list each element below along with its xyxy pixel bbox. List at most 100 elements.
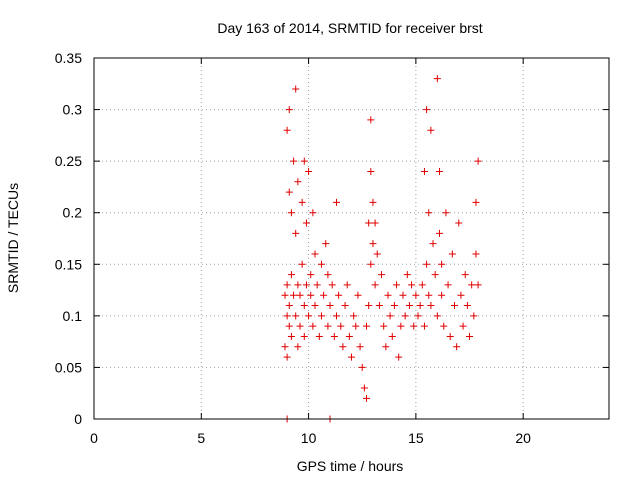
data-point	[423, 106, 431, 114]
data-point	[438, 291, 446, 299]
data-point	[363, 394, 371, 402]
data-point	[352, 322, 360, 330]
y-tick-label: 0.15	[55, 256, 82, 272]
data-point	[332, 312, 340, 320]
data-point	[418, 281, 426, 289]
data-point	[472, 250, 480, 258]
data-point	[425, 209, 433, 217]
data-point	[373, 250, 381, 258]
y-tick-label: 0.25	[55, 153, 82, 169]
y-tick-label: 0.1	[63, 308, 83, 324]
data-point	[324, 322, 332, 330]
data-point	[285, 322, 293, 330]
data-point	[328, 281, 336, 289]
data-point	[292, 312, 300, 320]
data-point	[298, 198, 306, 206]
x-tick-label: 20	[515, 430, 531, 446]
data-point	[313, 281, 321, 289]
y-tick-labels: 0 0.05 0.1 0.15 0.2 0.25 0.3 0.35	[55, 50, 82, 427]
data-point	[281, 291, 289, 299]
data-point	[300, 332, 308, 340]
data-point	[294, 343, 302, 351]
data-point	[320, 291, 328, 299]
data-point	[324, 271, 332, 279]
data-point	[433, 312, 441, 320]
data-point	[365, 302, 373, 310]
data-point	[427, 126, 435, 134]
data-point	[341, 302, 349, 310]
data-points	[281, 75, 482, 423]
data-point	[317, 260, 325, 268]
data-point	[423, 260, 431, 268]
data-point	[408, 281, 416, 289]
data-point	[292, 85, 300, 93]
data-point	[427, 302, 435, 310]
data-point	[356, 343, 364, 351]
data-point	[474, 157, 482, 165]
data-point	[363, 322, 371, 330]
data-point	[420, 322, 428, 330]
x-axis-title: GPS time / hours	[297, 458, 404, 474]
data-point	[311, 302, 319, 310]
data-point	[463, 302, 471, 310]
data-point	[457, 291, 465, 299]
data-point	[354, 291, 362, 299]
data-point	[294, 178, 302, 186]
data-point	[431, 271, 439, 279]
data-point	[446, 332, 454, 340]
data-point	[343, 281, 351, 289]
y-tick-label: 0.2	[63, 205, 83, 221]
data-point	[393, 281, 401, 289]
data-point	[388, 332, 396, 340]
y-tick-label: 0	[74, 411, 82, 427]
data-point	[350, 312, 358, 320]
data-point	[395, 353, 403, 361]
data-point	[365, 219, 373, 227]
data-point	[345, 332, 353, 340]
data-point	[470, 312, 478, 320]
data-point	[442, 209, 450, 217]
x-tick-label: 0	[90, 430, 98, 446]
data-point	[305, 167, 313, 175]
data-point	[384, 291, 392, 299]
data-point	[367, 167, 375, 175]
data-point	[444, 281, 452, 289]
y-tick-label: 0.3	[63, 102, 83, 118]
data-point	[305, 312, 313, 320]
chart-title: Day 163 of 2014, SRMTID for receiver brs…	[217, 20, 482, 36]
data-point	[326, 302, 334, 310]
data-point	[290, 291, 298, 299]
y-tick-label: 0.05	[55, 359, 82, 375]
data-point	[290, 157, 298, 165]
x-tick-labels: 0 5 10 15 20	[90, 430, 531, 446]
data-point	[399, 291, 407, 299]
data-point	[309, 209, 317, 217]
data-point	[281, 343, 289, 351]
data-point	[390, 302, 398, 310]
data-point	[283, 312, 291, 320]
data-point	[369, 198, 377, 206]
data-point	[358, 363, 366, 371]
data-point	[285, 106, 293, 114]
data-point	[410, 322, 418, 330]
y-axis-title: SRMTID / TECUs	[5, 183, 21, 293]
x-tick-label: 10	[301, 430, 317, 446]
data-point	[451, 302, 458, 310]
data-point	[287, 271, 295, 279]
data-point	[287, 332, 295, 340]
data-point	[311, 250, 319, 258]
data-point	[433, 75, 441, 83]
data-point	[448, 250, 456, 258]
y-tick-label: 0.35	[55, 50, 82, 66]
data-point	[459, 322, 467, 330]
data-point	[414, 312, 422, 320]
data-point	[369, 240, 377, 248]
data-point	[405, 302, 413, 310]
data-point	[382, 343, 390, 351]
data-point	[375, 302, 383, 310]
data-point	[461, 271, 469, 279]
data-point	[455, 219, 463, 227]
data-point	[474, 281, 482, 289]
data-point	[412, 291, 420, 299]
